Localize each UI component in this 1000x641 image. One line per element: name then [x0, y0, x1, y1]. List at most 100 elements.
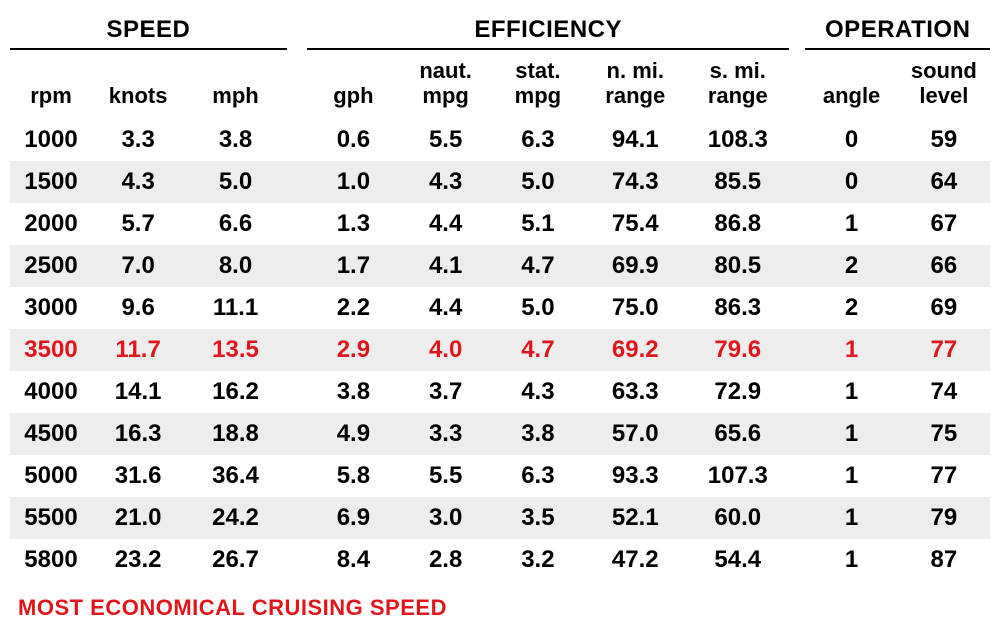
cell-knots: 16.3: [92, 413, 184, 455]
spacer: [287, 413, 308, 455]
spacer: [789, 119, 805, 161]
cell-knots: 11.7: [92, 329, 184, 371]
table-row: 350011.713.52.94.04.769.279.6177: [10, 329, 990, 371]
cell-nmpg: 5.5: [400, 455, 492, 497]
table-row: 580023.226.78.42.83.247.254.4187: [10, 539, 990, 581]
cell-rpm: 1000: [10, 119, 92, 161]
cell-mph: 5.0: [184, 161, 287, 203]
table-row: 10003.33.80.65.56.394.1108.3059: [10, 119, 990, 161]
spacer: [287, 10, 308, 49]
cell-nr: 52.1: [584, 497, 687, 539]
spacer: [789, 497, 805, 539]
table-row: 450016.318.84.93.33.857.065.6175: [10, 413, 990, 455]
cell-mph: 6.6: [184, 203, 287, 245]
cell-angle: 0: [805, 161, 897, 203]
cell-smpg: 4.7: [492, 329, 584, 371]
header-stat-mpg: stat.mpg: [492, 49, 584, 119]
cell-gph: 6.9: [307, 497, 399, 539]
table-row: 500031.636.45.85.56.393.3107.3177: [10, 455, 990, 497]
cell-sr: 80.5: [687, 245, 790, 287]
cell-gph: 0.6: [307, 119, 399, 161]
performance-table: SPEED EFFICIENCY OPERATION rpm knots mph…: [10, 10, 990, 581]
cell-sound: 74: [898, 371, 990, 413]
spacer: [789, 287, 805, 329]
column-header-row: rpm knots mph gph naut.mpg stat.mpg n. m…: [10, 49, 990, 119]
cell-gph: 5.8: [307, 455, 399, 497]
header-naut-mpg: naut.mpg: [400, 49, 492, 119]
cell-mph: 24.2: [184, 497, 287, 539]
spacer: [287, 161, 308, 203]
cell-mph: 26.7: [184, 539, 287, 581]
cell-gph: 8.4: [307, 539, 399, 581]
cell-nmpg: 4.4: [400, 287, 492, 329]
table-row: 400014.116.23.83.74.363.372.9174: [10, 371, 990, 413]
header-knots: knots: [92, 49, 184, 119]
cell-sr: 86.3: [687, 287, 790, 329]
section-efficiency: EFFICIENCY: [307, 10, 789, 49]
cell-angle: 1: [805, 203, 897, 245]
cell-sr: 79.6: [687, 329, 790, 371]
cell-nmpg: 4.3: [400, 161, 492, 203]
cell-smpg: 3.2: [492, 539, 584, 581]
header-mph: mph: [184, 49, 287, 119]
performance-table-container: SPEED EFFICIENCY OPERATION rpm knots mph…: [10, 10, 990, 621]
cell-nmpg: 5.5: [400, 119, 492, 161]
cell-rpm: 1500: [10, 161, 92, 203]
cell-sr: 107.3: [687, 455, 790, 497]
cell-sr: 60.0: [687, 497, 790, 539]
cell-smpg: 6.3: [492, 455, 584, 497]
spacer: [287, 329, 308, 371]
cell-gph: 1.0: [307, 161, 399, 203]
cell-gph: 2.9: [307, 329, 399, 371]
cell-sr: 72.9: [687, 371, 790, 413]
section-header-row: SPEED EFFICIENCY OPERATION: [10, 10, 990, 49]
cell-smpg: 5.0: [492, 161, 584, 203]
cell-sound: 59: [898, 119, 990, 161]
cell-mph: 36.4: [184, 455, 287, 497]
cell-nr: 74.3: [584, 161, 687, 203]
spacer: [287, 497, 308, 539]
cell-rpm: 5500: [10, 497, 92, 539]
table-row: 15004.35.01.04.35.074.385.5064: [10, 161, 990, 203]
section-operation: OPERATION: [805, 10, 990, 49]
cell-mph: 3.8: [184, 119, 287, 161]
spacer: [789, 245, 805, 287]
cell-angle: 1: [805, 329, 897, 371]
cell-sound: 69: [898, 287, 990, 329]
spacer: [789, 455, 805, 497]
spacer: [287, 119, 308, 161]
spacer: [789, 371, 805, 413]
cell-angle: 0: [805, 119, 897, 161]
spacer: [789, 329, 805, 371]
cell-rpm: 4500: [10, 413, 92, 455]
cell-nmpg: 3.0: [400, 497, 492, 539]
cell-angle: 1: [805, 539, 897, 581]
cell-nr: 94.1: [584, 119, 687, 161]
cell-nmpg: 3.7: [400, 371, 492, 413]
cell-nr: 75.4: [584, 203, 687, 245]
cell-rpm: 5800: [10, 539, 92, 581]
cell-smpg: 6.3: [492, 119, 584, 161]
header-nmi-range: n. mi.range: [584, 49, 687, 119]
cell-nmpg: 4.0: [400, 329, 492, 371]
cell-mph: 11.1: [184, 287, 287, 329]
cell-sr: 54.4: [687, 539, 790, 581]
cell-knots: 9.6: [92, 287, 184, 329]
cell-mph: 8.0: [184, 245, 287, 287]
cell-angle: 1: [805, 371, 897, 413]
spacer: [789, 10, 805, 49]
cell-sound: 87: [898, 539, 990, 581]
cell-rpm: 4000: [10, 371, 92, 413]
cell-knots: 14.1: [92, 371, 184, 413]
cell-nr: 47.2: [584, 539, 687, 581]
header-gph: gph: [307, 49, 399, 119]
cell-sound: 67: [898, 203, 990, 245]
table-row: 25007.08.01.74.14.769.980.5266: [10, 245, 990, 287]
header-angle: angle: [805, 49, 897, 119]
cell-smpg: 4.3: [492, 371, 584, 413]
cell-knots: 21.0: [92, 497, 184, 539]
cell-nr: 93.3: [584, 455, 687, 497]
spacer: [789, 203, 805, 245]
cell-nmpg: 3.3: [400, 413, 492, 455]
table-row: 550021.024.26.93.03.552.160.0179: [10, 497, 990, 539]
